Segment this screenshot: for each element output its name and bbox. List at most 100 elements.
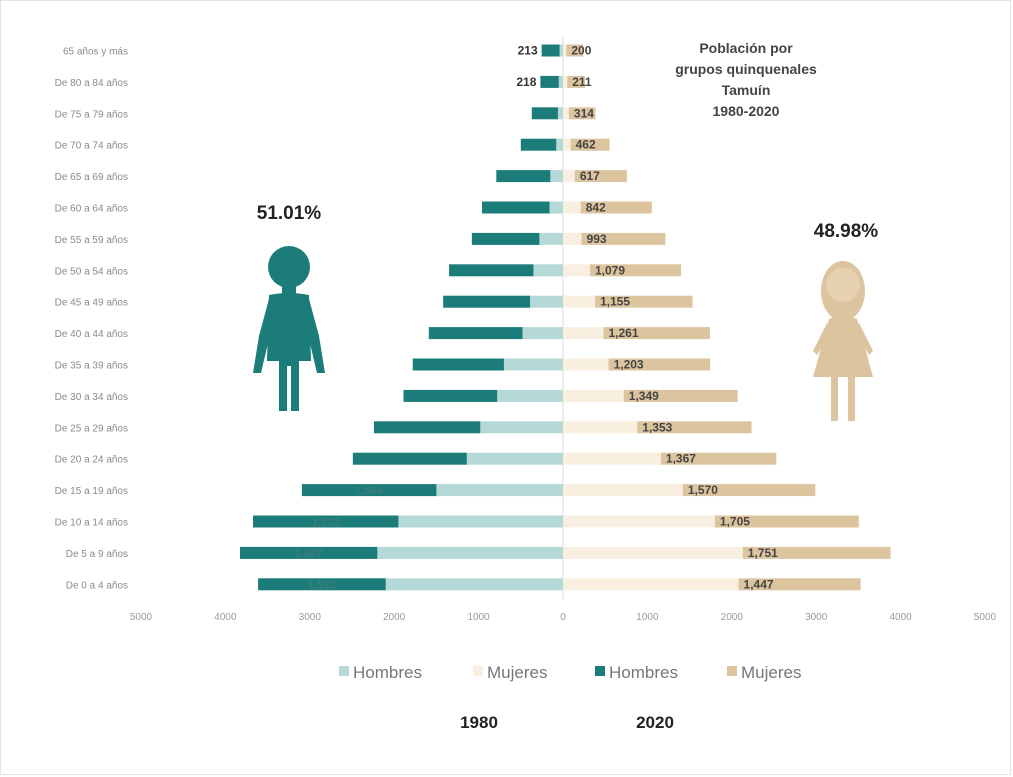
bar-mujeres-1980	[563, 232, 582, 245]
boy-icon	[253, 246, 325, 411]
bar-hombres-2020	[540, 75, 559, 88]
data-label-mujeres-2020: 1,570	[688, 483, 718, 497]
bar-mujeres-1980	[563, 452, 661, 465]
data-label-hombres-2020: 1,723	[312, 517, 340, 529]
bar-hombres-1980	[377, 546, 563, 559]
category-label: De 25 a 29 años	[55, 423, 128, 434]
bar-mujeres-1980	[563, 578, 739, 591]
data-label-mujeres-2020: 211	[572, 75, 592, 89]
bar-hombres-2020	[481, 201, 550, 214]
bar-hombres-2020	[428, 327, 523, 340]
bar-mujeres-1980	[563, 138, 571, 151]
data-label-mujeres-2020: 1,353	[642, 420, 672, 434]
data-label-hombres-2020: 1,513	[308, 579, 336, 591]
x-tick-label: 4000	[889, 612, 912, 623]
bar-hombres-1980	[558, 75, 563, 88]
bar-hombres-2020	[531, 107, 558, 120]
mujeres-percentage: 48.98%	[814, 221, 879, 242]
legend-label: Mujeres	[741, 663, 801, 682]
bar-hombres-1980	[466, 452, 563, 465]
bar-mujeres-1980	[563, 264, 591, 277]
category-label: De 20 a 24 años	[55, 455, 128, 466]
bar-mujeres-2020	[568, 107, 596, 120]
bar-mujeres-2020	[581, 232, 666, 245]
legend-swatch	[339, 666, 349, 676]
x-tick-label: 3000	[299, 612, 322, 623]
data-label-hombres-2020: 1,627	[295, 548, 323, 560]
bar-hombres-1980	[557, 107, 563, 120]
category-label: De 45 a 49 años	[55, 298, 128, 309]
bar-hombres-2020	[471, 232, 540, 245]
data-label-hombres-2020: 218	[516, 75, 536, 89]
bar-mujeres-1980	[563, 546, 743, 559]
legend-label: Hombres	[353, 663, 422, 682]
bar-mujeres-2020	[603, 327, 710, 340]
legend-item-hombres-2020: Hombres	[595, 663, 678, 682]
category-label: De 0 a 4 años	[66, 580, 128, 591]
bar-hombres-2020	[240, 546, 378, 559]
girl-icon	[813, 261, 873, 421]
data-label-mujeres-2020: 842	[586, 201, 606, 215]
bar-hombres-1980	[539, 232, 563, 245]
category-label: De 10 a 14 años	[55, 518, 128, 529]
data-label-hombres-2020: 1,594	[355, 485, 383, 497]
data-label-mujeres-2020: 1,349	[629, 389, 659, 403]
data-label-mujeres-2020: 1,447	[744, 577, 774, 591]
x-tick-label: 2000	[721, 612, 744, 623]
bar-hombres-1980	[549, 201, 563, 214]
data-label-mujeres-2020: 200	[571, 44, 591, 58]
bar-hombres-1980	[550, 170, 563, 183]
bar-mujeres-2020	[608, 358, 711, 371]
data-label-mujeres-2020: 993	[587, 232, 607, 246]
data-label-mujeres-2020: 1,261	[609, 326, 639, 340]
category-label: De 55 a 59 años	[55, 235, 128, 246]
data-label-mujeres-2020: 314	[574, 106, 594, 120]
category-label: De 70 a 74 años	[55, 141, 128, 152]
chart-title: Población por grupos quinquenales Tamuín…	[675, 40, 817, 119]
hombres-percentage: 51.01%	[257, 203, 322, 224]
bar-mujeres-2020	[714, 515, 859, 528]
bar-hombres-1980	[522, 327, 563, 340]
title-line-1: Población por	[699, 40, 793, 56]
bar-mujeres-2020	[637, 421, 752, 434]
bar-mujeres-1980	[563, 201, 581, 214]
bar-hombres-2020	[352, 452, 467, 465]
bar-hombres-1980	[556, 138, 563, 151]
x-tick-label: 5000	[130, 612, 153, 623]
title-line-2: grupos quinquenales	[675, 61, 817, 77]
bar-hombres-2020	[403, 389, 498, 402]
bar-hombres-1980	[530, 295, 563, 308]
bar-mujeres-2020	[742, 546, 891, 559]
legend-item-hombres-1980: Hombres	[339, 663, 422, 682]
bar-mujeres-2020	[660, 452, 777, 465]
category-label: De 50 a 54 años	[55, 266, 128, 277]
bars-group	[240, 44, 891, 591]
bar-hombres-1980	[533, 264, 563, 277]
legend-swatch	[473, 666, 483, 676]
x-axis-ticks: 5000 4000 3000 2000 1000 0 1000 2000 3000 4000 500…	[130, 612, 997, 623]
bar-hombres-2020	[443, 295, 531, 308]
x-tick-label: 2000	[383, 612, 406, 623]
bar-mujeres-1980	[563, 484, 683, 497]
bar-mujeres-1980	[563, 44, 567, 57]
year-label-2020: 2020	[636, 713, 674, 732]
bar-hombres-2020	[496, 170, 551, 183]
bar-hombres-1980	[503, 358, 563, 371]
bar-hombres-2020	[301, 484, 437, 497]
x-tick-label: 5000	[974, 612, 997, 623]
bar-hombres-2020	[541, 44, 560, 57]
bar-mujeres-1980	[563, 515, 715, 528]
bar-mujeres-1980	[563, 107, 569, 120]
title-line-3: Tamuín	[722, 82, 771, 98]
data-label-mujeres-2020: 1,751	[748, 546, 778, 560]
bar-mujeres-1980	[563, 327, 604, 340]
bar-hombres-1980	[497, 389, 563, 402]
category-label: De 40 a 44 años	[55, 329, 128, 340]
data-labels: 213 200 218 211 314 462 617 842 993 1,079 1,155 1,2…	[295, 44, 778, 592]
data-label-hombres-2020: 213	[518, 44, 538, 58]
category-label: De 5 a 9 años	[66, 549, 128, 560]
legend-swatch	[595, 666, 605, 676]
bar-mujeres-2020	[623, 389, 738, 402]
legend-item-mujeres-1980: Mujeres	[473, 663, 547, 682]
